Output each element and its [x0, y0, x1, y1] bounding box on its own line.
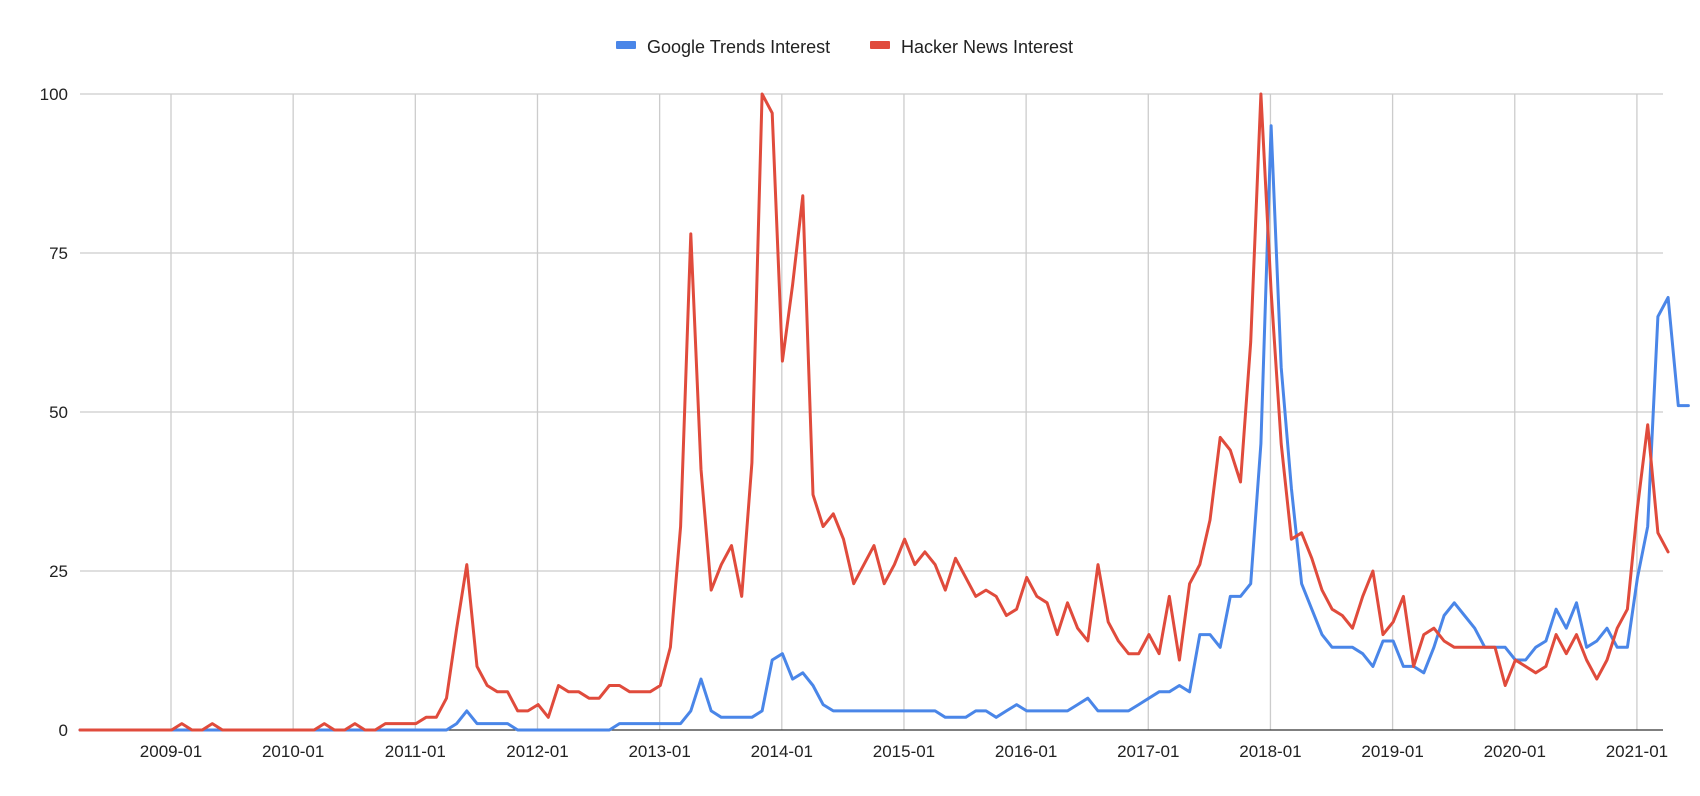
chart-legend: Google Trends Interest Hacker News Inter… [616, 37, 1073, 57]
gridlines [80, 93, 1663, 730]
legend-swatch-hacker-news [870, 41, 890, 49]
legend-swatch-google-trends [616, 41, 636, 49]
x-tick-label: 2017-01 [1117, 742, 1179, 761]
x-tick-label: 2012-01 [506, 742, 568, 761]
y-tick-label: 0 [59, 721, 68, 740]
y-tick-label: 75 [49, 244, 68, 263]
y-tick-label: 100 [40, 85, 68, 104]
x-axis: 2009-01 2010-01 2011-01 2012-01 2013-01 2014-… [80, 729, 1668, 761]
x-tick-label: 2018-01 [1239, 742, 1301, 761]
x-tick-label: 2015-01 [873, 742, 935, 761]
x-tick-label: 2021-01 [1606, 742, 1668, 761]
x-tick-label: 2019-01 [1361, 742, 1423, 761]
legend-item-google-trends: Google Trends Interest [616, 37, 830, 57]
series-line-hacker-news [78, 92, 1670, 732]
legend-label-google-trends: Google Trends Interest [647, 37, 830, 57]
x-tick-label: 2014-01 [751, 742, 813, 761]
legend-label-hacker-news: Hacker News Interest [901, 37, 1073, 57]
legend-item-hacker-news: Hacker News Interest [870, 37, 1073, 57]
x-tick-label: 2009-01 [140, 742, 202, 761]
series-line-google-trends [78, 124, 1690, 732]
x-tick-label: 2020-01 [1484, 742, 1546, 761]
x-tick-label: 2016-01 [995, 742, 1057, 761]
plot-area [78, 92, 1690, 732]
y-tick-label: 50 [49, 403, 68, 422]
y-tick-label: 25 [49, 562, 68, 581]
x-tick-label: 2013-01 [628, 742, 690, 761]
x-tick-label: 2011-01 [385, 742, 446, 761]
y-axis: 0 25 50 75 100 [40, 85, 68, 740]
x-tick-label: 2010-01 [262, 742, 324, 761]
